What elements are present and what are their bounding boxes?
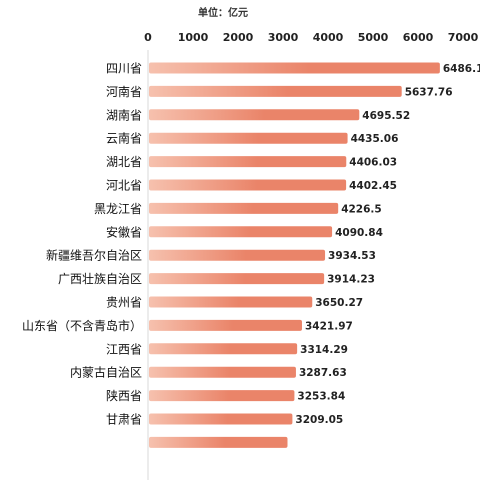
value-label: 3650.27 (315, 297, 363, 309)
value-label: 4226.5 (341, 203, 382, 215)
category-label: 湖北省 (106, 154, 142, 169)
bar (149, 273, 325, 285)
category-label: 黑龙江省 (94, 202, 142, 216)
bar (149, 343, 298, 355)
value-label: 3314.29 (300, 344, 348, 356)
value-label: 6486.12 (443, 63, 480, 75)
category-label: 安徽省 (106, 224, 142, 239)
x-tick-label: 6000 (403, 31, 434, 44)
bar (149, 436, 288, 448)
value-label: 4402.45 (349, 180, 397, 192)
bar (149, 132, 348, 144)
bar (149, 85, 402, 97)
value-label: 4695.52 (362, 110, 410, 122)
value-label: 4435.06 (351, 133, 399, 145)
value-label: 3253.84 (297, 391, 345, 403)
bar (149, 413, 293, 425)
category-label: 河北省 (106, 179, 142, 193)
value-label: 3934.53 (328, 250, 376, 262)
x-tick-label: 5000 (358, 31, 389, 44)
bar (149, 179, 347, 191)
value-label: 3421.97 (305, 320, 353, 332)
bar (149, 296, 313, 308)
category-label: 云南省 (106, 131, 142, 146)
x-tick-label: 3000 (268, 31, 299, 44)
category-label: 陕西省 (106, 388, 142, 403)
bar (149, 109, 360, 121)
category-label: 江西省 (106, 342, 142, 356)
bar (149, 226, 333, 238)
value-label: 4090.84 (335, 227, 383, 239)
unit-label: 单位：亿元 (198, 8, 248, 19)
value-label: 3914.23 (327, 274, 375, 286)
category-label: 河南省 (106, 84, 142, 99)
category-label: 广西壮族自治区 (58, 272, 142, 286)
category-label: 山东省（不含青岛市） (22, 318, 142, 333)
bar (149, 366, 296, 378)
bar (149, 249, 326, 261)
value-label: 3287.63 (299, 367, 347, 379)
category-label: 湖南省 (106, 107, 142, 122)
value-label: 4406.03 (349, 157, 397, 169)
bar (149, 319, 302, 331)
x-tick-label: 4000 (313, 31, 344, 44)
category-label: 甘肃省 (106, 413, 142, 427)
bar (149, 202, 339, 214)
value-label: 5637.76 (405, 86, 453, 98)
category-label: 内蒙古自治区 (70, 365, 142, 380)
x-tick-label: 2000 (223, 31, 254, 44)
x-tick-label: 1000 (178, 31, 209, 44)
x-tick-label: 0 (144, 31, 152, 44)
category-label: 新疆维吾尔自治区 (46, 248, 142, 263)
category-label: 四川省 (106, 62, 142, 76)
bar (149, 390, 295, 402)
value-label: 3209.05 (295, 414, 343, 426)
bar (149, 156, 347, 168)
bar (149, 62, 440, 74)
x-tick-label: 7000 (448, 31, 479, 44)
category-label: 贵州省 (106, 296, 142, 310)
